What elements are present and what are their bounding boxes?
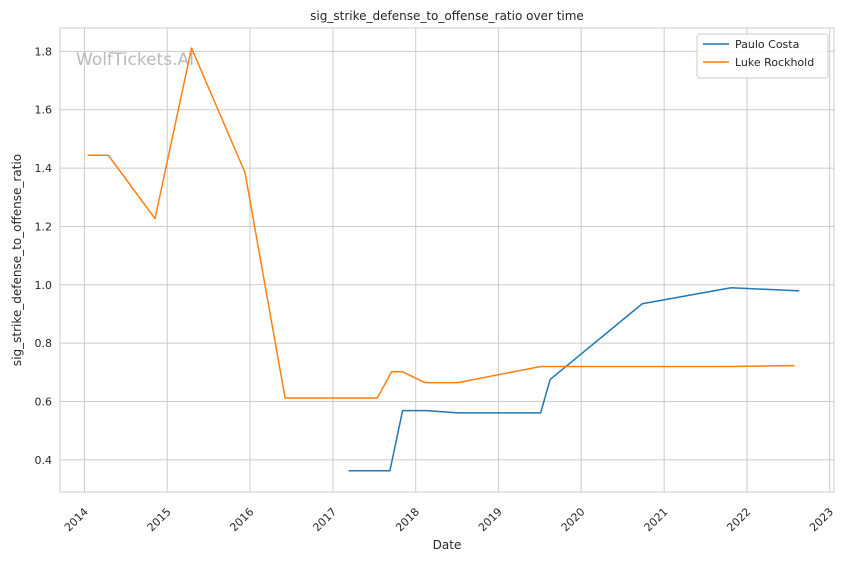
gridlines <box>60 28 834 492</box>
x-axis-label: Date <box>433 538 462 552</box>
y-tick-label: 1.4 <box>35 162 53 175</box>
plot-frame <box>59 27 835 493</box>
y-tick-labels: 0.4 0.6 0.8 1.0 1.2 1.4 1.6 1.8 <box>35 45 53 467</box>
chart-title: sig_strike_defense_to_offense_ratio over… <box>310 9 584 23</box>
legend-label-1: Luke Rockhold <box>735 56 814 69</box>
legend-label-0: Paulo Costa <box>735 38 799 51</box>
series-lines <box>87 47 800 472</box>
y-tick-label: 0.4 <box>35 454 53 467</box>
legend: Paulo Costa Luke Rockhold <box>696 33 829 79</box>
y-tick-label: 0.6 <box>35 396 53 409</box>
y-tick-label: 1.8 <box>35 45 53 58</box>
watermark: WolfTickets.AI <box>76 50 194 70</box>
y-axis-label: sig_strike_defense_to_offense_ratio <box>10 154 24 366</box>
y-tick-label: 0.8 <box>35 337 53 350</box>
legend-box <box>696 33 829 79</box>
series-line-0 <box>348 286 800 472</box>
series-line-1 <box>87 47 795 399</box>
y-tick-label: 1.0 <box>35 279 53 292</box>
y-tick-label: 1.2 <box>35 220 53 233</box>
y-tick-label: 1.6 <box>35 104 53 117</box>
